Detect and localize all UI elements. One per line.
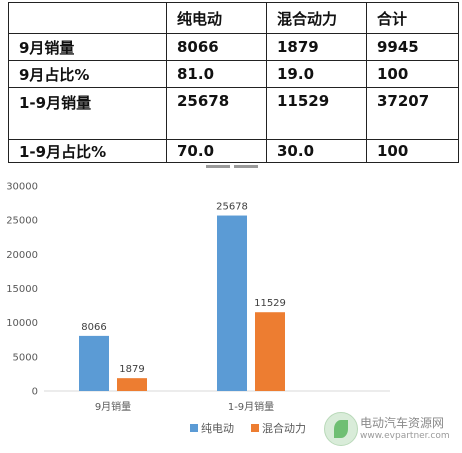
legend: 纯电动 混合动力 [190,421,306,435]
sales-table: 纯电动 混合动力 合计 9月销量 8066 1879 9945 9月占比% 81… [8,2,459,163]
bar [79,335,109,391]
cell-total: 9945 [366,33,459,61]
header-cell-hybrid: 混合动力 [266,2,367,34]
cell-ev: 81.0 [166,60,267,88]
cell-hybrid: 19.0 [266,60,367,88]
bar-data-label: 25678 [216,202,248,213]
sales-table-container: 纯电动 混合动力 合计 9月销量 8066 1879 9945 9月占比% 81… [8,2,459,163]
divider-mark [206,165,230,168]
cell-ev: 70.0 [166,139,267,163]
cell-total: 37207 [366,87,459,140]
x-axis: 9月销量 1-9月销量 [95,400,274,413]
section-divider [0,163,462,169]
bar [117,378,147,391]
cell-hybrid: 1879 [266,33,367,61]
cell-total: 100 [366,60,459,88]
watermark-url: www.evpartner.com [360,431,450,441]
legend-swatch [190,424,198,432]
bar-data-label: 1879 [119,364,144,375]
row-label: 9月销量 [8,33,167,61]
y-tick-label: 15000 [6,284,38,295]
bar [255,312,285,391]
cell-total: 100 [366,139,459,163]
x-tick-label: 1-9月销量 [228,400,274,413]
row-label: 9月占比% [8,60,167,88]
header-cell-total: 合计 [366,2,459,34]
watermark-name: 电动汽车资源网 [360,416,445,430]
table-row: 9月销量 8066 1879 9945 [8,33,459,61]
y-tick-label: 20000 [6,250,38,261]
y-tick-label: 25000 [6,216,38,227]
leaf-logo-icon [324,412,358,446]
y-tick-label: 10000 [6,318,38,329]
header-cell-empty [8,2,167,34]
legend-label: 纯电动 [201,422,234,435]
table-header-row: 纯电动 混合动力 合计 [8,2,459,34]
y-axis: 0 5000 10000 15000 20000 25000 30000 [6,182,38,398]
row-label: 1-9月销量 [8,87,167,140]
table-row: 1-9月占比% 70.0 30.0 100 [8,139,459,163]
bars-group: 8066 1879 25678 11529 [79,202,286,391]
cell-ev: 25678 [166,87,267,140]
y-tick-label: 5000 [13,352,38,363]
bar-data-label: 8066 [81,322,106,333]
header-cell-ev: 纯电动 [166,2,267,34]
cell-ev: 8066 [166,33,267,61]
table-row: 9月占比% 81.0 19.0 100 [8,60,459,88]
divider-mark [234,165,258,168]
bar [217,215,247,391]
legend-swatch [251,424,259,432]
watermark: 电动汽车资源网 www.evpartner.com [324,408,460,448]
y-tick-label: 30000 [6,182,38,193]
sales-bar-chart: 0 5000 10000 15000 20000 25000 30000 8066 1879 2… [6,182,390,435]
cell-hybrid: 11529 [266,87,367,140]
legend-label: 混合动力 [262,421,306,435]
x-tick-label: 9月销量 [95,400,131,413]
cell-hybrid: 30.0 [266,139,367,163]
table-row: 1-9月销量 25678 11529 37207 [8,87,459,140]
y-tick-label: 0 [32,387,38,398]
row-label: 1-9月占比% [8,139,167,163]
bar-data-label: 11529 [254,298,286,309]
